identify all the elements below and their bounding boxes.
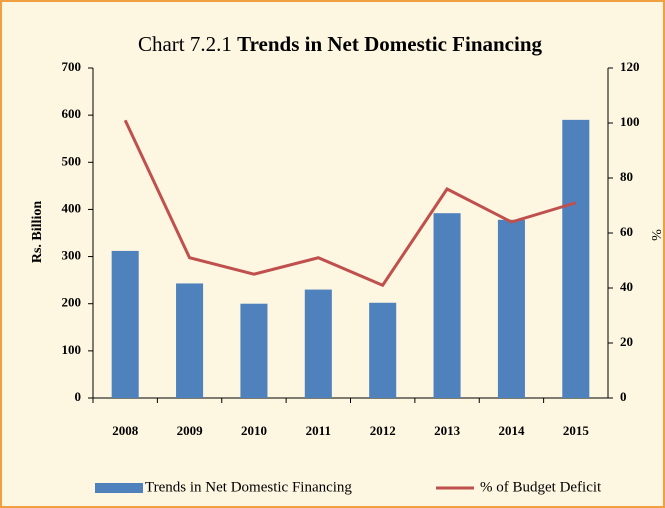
bar (176, 283, 204, 398)
x-tick-label: 2009 (177, 423, 204, 438)
bar (497, 219, 525, 398)
y-axis-label: Rs. Billion (30, 201, 45, 263)
bar (240, 303, 268, 398)
x-tick-label: 2012 (370, 423, 396, 438)
y-tick-label: 300 (62, 248, 82, 263)
y2-tick-label: 120 (620, 59, 640, 74)
bar (433, 213, 461, 398)
chart-title: Chart 7.2.1 Trends in Net Domestic Finan… (138, 32, 543, 56)
bar (304, 289, 332, 398)
legend-label: Trends in Net Domestic Financing (145, 479, 352, 495)
x-tick-label: 2015 (563, 423, 590, 438)
x-tick-label: 2008 (112, 423, 139, 438)
y2-tick-label: 0 (620, 389, 627, 404)
y-tick-label: 500 (62, 153, 82, 168)
x-tick-label: 2013 (434, 423, 461, 438)
title-number: Chart 7.2.1 (138, 32, 232, 56)
y-tick-label: 700 (62, 59, 82, 74)
y2-tick-label: 80 (620, 169, 633, 184)
y-tick-label: 200 (62, 295, 82, 310)
bar (111, 250, 139, 398)
y-tick-label: 100 (62, 342, 82, 357)
line (123, 119, 577, 288)
y2-tick-label: 20 (620, 334, 633, 349)
x-tick-label: 2011 (306, 423, 331, 438)
legend-swatch (95, 483, 143, 493)
y2-axis-label: % (648, 229, 663, 241)
bar (369, 302, 397, 398)
x-tick-label: 2014 (498, 423, 525, 438)
title-text: Trends in Net Domestic Financing (237, 32, 542, 56)
y2-tick-label: 40 (620, 279, 633, 294)
y-tick-label: 400 (62, 200, 82, 215)
legend-label: % of Budget Deficit (480, 479, 602, 495)
y2-tick-label: 60 (620, 224, 633, 239)
bar (562, 119, 590, 398)
y-tick-label: 0 (75, 389, 82, 404)
y2-tick-label: 100 (620, 114, 640, 129)
y-tick-label: 600 (62, 106, 82, 121)
x-tick-label: 2010 (241, 423, 267, 438)
